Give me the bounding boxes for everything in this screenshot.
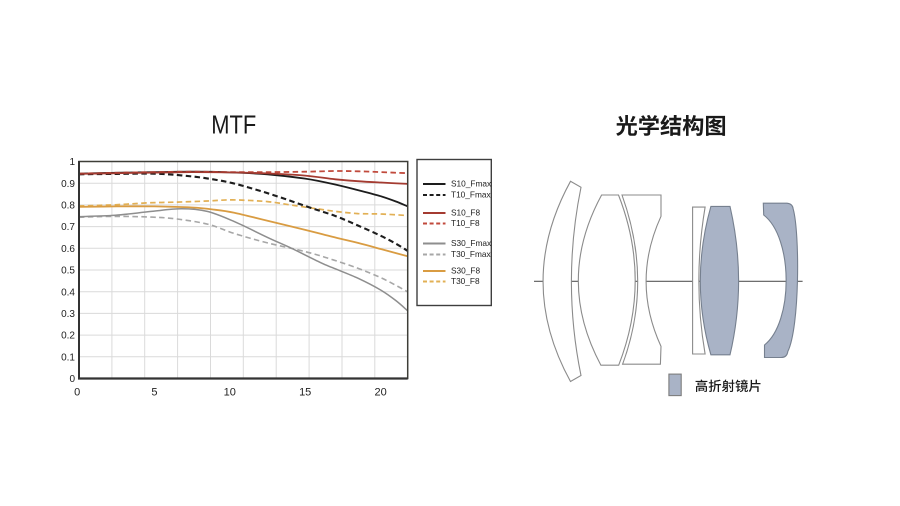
svg-text:0.3: 0.3 — [61, 309, 75, 320]
svg-text:0.9: 0.9 — [61, 179, 75, 190]
svg-text:0.7: 0.7 — [61, 222, 75, 233]
svg-text:MTF: MTF — [211, 110, 256, 140]
svg-text:0: 0 — [69, 374, 75, 385]
svg-text:0.8: 0.8 — [61, 201, 75, 212]
svg-text:20: 20 — [374, 387, 386, 399]
svg-text:T30_F8: T30_F8 — [451, 276, 480, 286]
svg-text:15: 15 — [299, 387, 311, 399]
svg-text:0.4: 0.4 — [61, 287, 75, 298]
svg-text:S10_F8: S10_F8 — [451, 208, 480, 218]
svg-text:S30_F8: S30_F8 — [451, 266, 480, 276]
svg-text:1: 1 — [69, 157, 75, 168]
svg-text:10: 10 — [224, 387, 236, 399]
svg-text:0.6: 0.6 — [61, 244, 75, 255]
svg-text:0.2: 0.2 — [61, 331, 75, 342]
svg-text:T10_F8: T10_F8 — [451, 218, 480, 228]
svg-text:S10_Fmax: S10_Fmax — [451, 179, 492, 189]
svg-text:T30_Fmax: T30_Fmax — [451, 249, 492, 259]
svg-text:0: 0 — [74, 387, 80, 399]
svg-text:0.5: 0.5 — [61, 266, 75, 277]
svg-text:S30_Fmax: S30_Fmax — [451, 238, 492, 248]
svg-text:0.1: 0.1 — [61, 352, 75, 363]
svg-text:T10_Fmax: T10_Fmax — [451, 190, 492, 200]
svg-text:5: 5 — [151, 387, 157, 399]
